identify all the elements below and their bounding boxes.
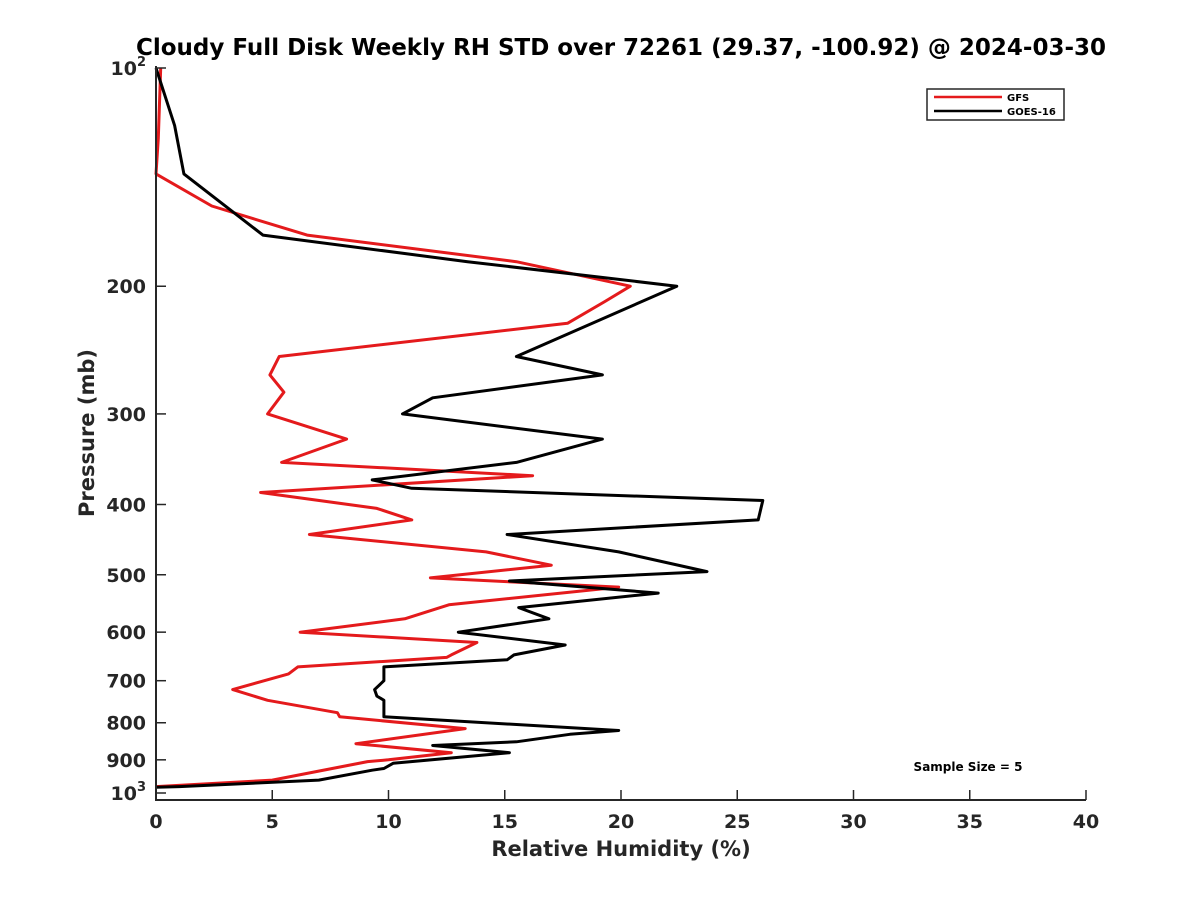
y-axis-label: Pressure (mb) [75, 349, 99, 517]
y-tick-label: 300 [106, 404, 146, 426]
plot-lines [154, 67, 765, 789]
x-tick-label: 30 [840, 811, 866, 833]
y-tick-label: 600 [106, 622, 146, 644]
y-tick-label: 102 [111, 55, 147, 80]
y-tick-label: 700 [106, 671, 146, 693]
x-tick-label: 10 [375, 811, 401, 833]
y-tick-label: 800 [106, 713, 146, 735]
legend-label-goes-16: GOES-16 [1007, 107, 1056, 118]
x-tick-label: 40 [1073, 811, 1099, 833]
legend: GFS GOES-16 [926, 88, 1065, 121]
x-tick-label: 0 [149, 811, 162, 833]
sample-size-annotation: Sample Size = 5 [914, 760, 1023, 774]
series-line-goes-16 [154, 67, 765, 789]
x-axis-label: Relative Humidity (%) [491, 837, 750, 861]
legend-label-gfs: GFS [1007, 93, 1029, 104]
x-tick-label: 15 [492, 811, 518, 833]
y-tick-label: 500 [106, 565, 146, 587]
legend-box [926, 88, 1065, 121]
y-axis-ticks: 102 200 300 400 500 600 700 800 900 103 [106, 55, 166, 805]
x-tick-label: 25 [724, 811, 750, 833]
chart-title: Cloudy Full Disk Weekly RH STD over 7226… [136, 35, 1106, 61]
series-line-gfs [154, 67, 632, 789]
x-tick-label: 35 [957, 811, 983, 833]
x-tick-label: 20 [608, 811, 634, 833]
x-tick-label: 5 [266, 811, 279, 833]
y-tick-label: 103 [111, 780, 147, 805]
y-tick-label: 400 [106, 494, 146, 516]
y-tick-label: 200 [106, 276, 146, 298]
y-tick-label: 900 [106, 750, 146, 772]
x-axis-ticks: 0 5 10 15 20 25 30 35 40 [149, 790, 1099, 833]
